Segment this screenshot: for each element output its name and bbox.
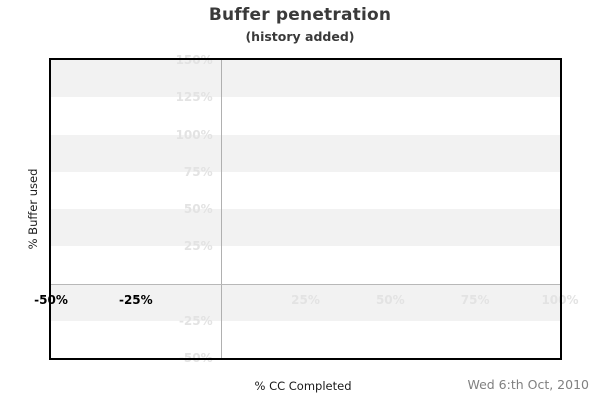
stripe-band [51, 209, 560, 247]
y-tick-label: 25% [183, 239, 213, 254]
chart-title: Buffer penetration [208, 5, 392, 25]
x-tick-label: 50% [375, 292, 405, 307]
y-tick-label: 125% [175, 90, 213, 105]
stripe-band [51, 60, 560, 98]
y-tick-label: -50% [178, 351, 213, 365]
y-tick-label: 50% [183, 202, 213, 216]
stripe-band [51, 171, 560, 209]
stripe-band [51, 246, 560, 284]
stripe-band [51, 134, 560, 172]
x-tick-label: 75% [460, 292, 490, 307]
y-tick-label: 75% [183, 164, 213, 179]
x-zero-gridline [220, 60, 222, 358]
plot-area: 150% 125% 100% 75% 50% 25% -25% -50% -50% -25% 25%… [34, 54, 578, 364]
chart-subtitle: (history added) [245, 29, 355, 44]
date-label: Wed 6:th Oct, 2010 [467, 377, 589, 392]
x-tick-label: 100% [541, 292, 579, 307]
stripe-band [51, 320, 560, 358]
x-tick-label: 25% [291, 292, 320, 307]
y-zero-gridline [51, 283, 560, 285]
y-tick-label: 150% [175, 53, 213, 67]
y-tick-label: 100% [175, 127, 213, 142]
y-axis-title: % Buffer used [26, 168, 40, 250]
x-axis-title: % CC Completed [254, 379, 352, 393]
x-tick-label: -50% [34, 292, 68, 307]
stripe-band [51, 283, 560, 321]
x-tick-label: -25% [118, 292, 153, 307]
stripe-band [51, 97, 560, 135]
y-tick-label: -25% [178, 313, 213, 328]
